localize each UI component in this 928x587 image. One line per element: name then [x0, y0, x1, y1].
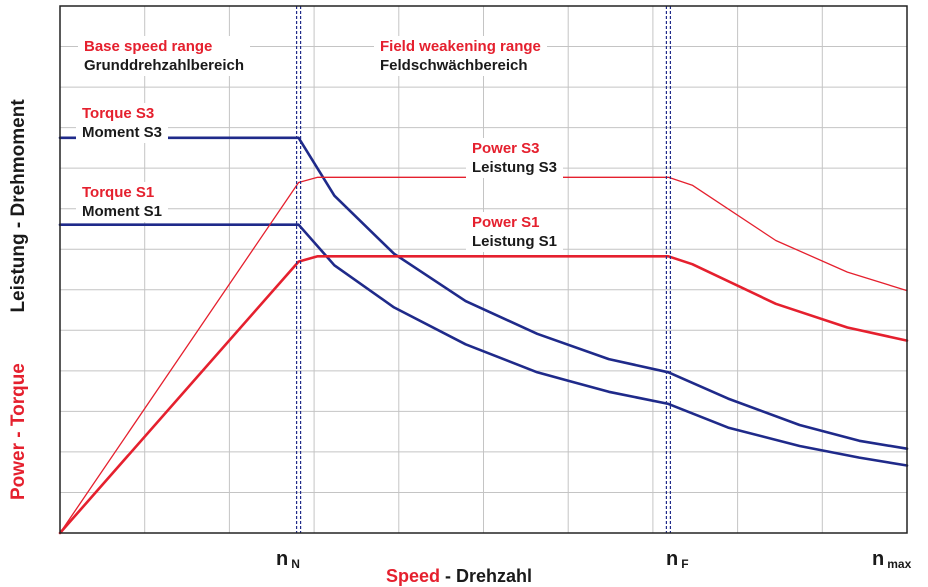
x-axis-label: Speed - Drehzahl [386, 566, 533, 586]
x-tick-n-f-sub: F [681, 557, 689, 571]
region-label-field-weakening: Field weakening range Feldschwächbereich [374, 36, 547, 76]
label-torque-s3-de: Moment S3 [82, 124, 163, 141]
label-power-s3-en: Power S3 [472, 140, 540, 157]
x-tick-n-f-main: n [666, 548, 679, 570]
curves [58, 136, 909, 535]
region-label-base-speed: Base speed range Grunddrehzahlbereich [78, 36, 251, 76]
label-torque-s1-de: Moment S1 [82, 203, 163, 220]
region-label-base-speed-de: Grunddrehzahlbereich [84, 57, 245, 74]
label-power-s1-de: Leistung S1 [472, 233, 558, 250]
grid-lines [60, 6, 907, 533]
x-tick-n-n-main: n [276, 548, 289, 570]
series-line-power-s1 [58, 254, 909, 535]
region-label-field-weakening-de: Feldschwächbereich [380, 57, 528, 74]
x-tick-n-n-sub: N [291, 557, 300, 571]
x-tick-n-max-main: n [872, 548, 885, 570]
axes [59, 5, 908, 534]
label-power-s1: Power S1 Leistung S1 [466, 212, 564, 252]
plot-frame [59, 5, 908, 534]
label-torque-s3: Torque S3 Moment S3 [76, 103, 169, 143]
y-axis-label-power-torque: Power - Torque [8, 363, 29, 500]
x-axis-label-drehzahl: Drehzahl [456, 566, 533, 586]
series-line-torque-s3 [58, 136, 909, 451]
region-label-field-weakening-en: Field weakening range [380, 38, 541, 55]
x-axis-label-speed: Speed [386, 566, 441, 586]
y-axis-label-leistung-drehmoment: Leistung - Drehmoment [8, 99, 29, 313]
label-torque-s1-en: Torque S1 [82, 184, 155, 201]
x-tick-n-max: n max [872, 548, 911, 571]
label-torque-s1: Torque S1 Moment S1 [76, 182, 169, 222]
region-label-base-speed-en: Base speed range [84, 38, 213, 55]
label-power-s3: Power S3 Leistung S3 [466, 138, 564, 178]
label-torque-s3-en: Torque S3 [82, 105, 155, 122]
label-power-s1-en: Power S1 [472, 214, 540, 231]
series-line-power-s3 [59, 176, 908, 534]
range-boundaries [295, 6, 672, 533]
x-tick-n-max-sub: max [887, 557, 912, 571]
label-power-s3-de: Leistung S3 [472, 159, 558, 176]
y-axis-label: Power - Torque Leistung - Drehmoment [8, 99, 30, 500]
series-line-torque-s1 [58, 223, 909, 467]
